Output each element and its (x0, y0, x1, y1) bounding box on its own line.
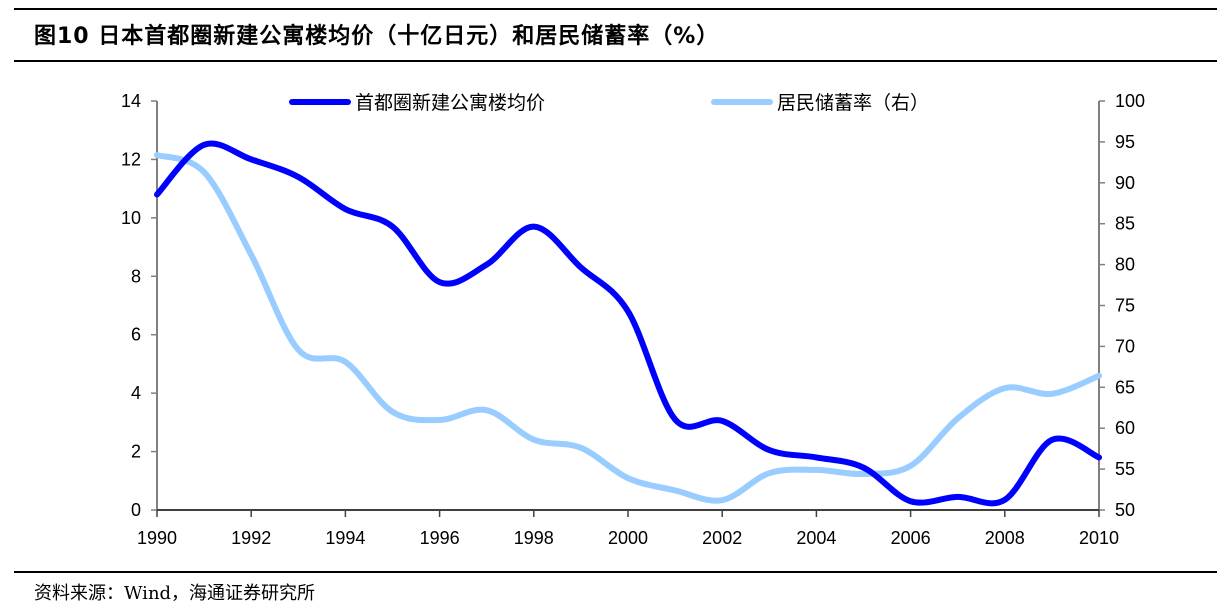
x-tick-label: 1998 (514, 528, 554, 548)
series-layer (154, 140, 1102, 507)
right-y-tick-label: 65 (1115, 377, 1135, 397)
right-y-tick-label: 80 (1115, 255, 1135, 275)
price-legend-label: 首都圈新建公寓楼均价 (355, 92, 545, 114)
chart-title: 图10 日本首都圈新建公寓楼均价（十亿日元）和居民储蓄率（%） (34, 24, 720, 49)
price-point-2001 (673, 417, 677, 421)
x-tick-label: 2004 (796, 528, 836, 548)
price-point-1999 (579, 266, 583, 270)
right-y-tick-label: 60 (1115, 418, 1135, 438)
savings-rate-point-1994 (343, 360, 347, 364)
savings-rate-point-2006 (909, 464, 913, 468)
savings-rate-series-line (154, 152, 1102, 504)
price-point-2010 (1097, 455, 1101, 459)
right-y-tick-label: 85 (1115, 214, 1135, 234)
price-series-line (154, 140, 1102, 507)
savings-rate-point-2003 (767, 471, 771, 475)
right-y-tick-label: 90 (1115, 173, 1135, 193)
axes: 0 2 4 6 8 10 12 14 50 55 60 65 70 75 80 85 90 95 100 1990 19… (121, 91, 1145, 548)
left-y-tick-label: 8 (131, 266, 141, 286)
price-point-1992 (249, 157, 253, 161)
savings-rate-point-1997 (485, 408, 489, 412)
price-point-2009 (1050, 438, 1054, 442)
x-tick-label: 2006 (891, 528, 931, 548)
price-point-1998 (532, 225, 536, 229)
left-y-tick-label: 14 (121, 91, 141, 111)
left-y-tick-label: 10 (121, 208, 141, 228)
price-point-1997 (485, 263, 489, 267)
source-note: 资料来源：Wind，海通证券研究所 (34, 583, 316, 604)
right-y-tick-label: 100 (1115, 91, 1145, 111)
right-y-tick-label: 55 (1115, 459, 1135, 479)
price-point-2002 (720, 419, 724, 423)
savings-rate-point-2002 (720, 498, 724, 502)
price-point-2004 (814, 455, 818, 459)
price-point-1991 (202, 143, 206, 147)
right-y-tick-label: 70 (1115, 336, 1135, 356)
price-point-2000 (626, 309, 630, 313)
left-y-tick-label: 2 (131, 442, 141, 462)
left-y-tick-label: 12 (121, 149, 141, 169)
right-y-tick-label: 95 (1115, 132, 1135, 152)
price-point-2005 (862, 466, 866, 470)
savings-rate-point-2010 (1097, 374, 1101, 378)
x-tick-label: 2010 (1079, 528, 1119, 548)
savings-rate-point-1993 (296, 348, 300, 352)
price-point-2007 (956, 495, 960, 499)
left-y-tick-label: 4 (131, 383, 141, 403)
left-y-tick-label: 6 (131, 325, 141, 345)
x-tick-label: 2008 (985, 528, 1025, 548)
savings-rate-legend-label: 居民储蓄率（右） (777, 92, 929, 114)
savings-rate-point-2007 (956, 416, 960, 420)
price-point-1990 (155, 193, 159, 197)
savings-rate-point-2000 (626, 476, 630, 480)
price-point-1993 (296, 175, 300, 179)
savings-rate-point-1991 (202, 170, 206, 174)
savings-rate-point-2008 (1003, 386, 1007, 390)
x-tick-label: 1990 (137, 528, 177, 548)
x-tick-label: 1996 (420, 528, 460, 548)
title-rule (14, 60, 1217, 62)
left-y-tick-label: 0 (131, 500, 141, 520)
savings-rate-point-2001 (673, 488, 677, 492)
price-point-1996 (438, 280, 442, 284)
price-point-2008 (1003, 498, 1007, 502)
savings-rate-point-1996 (438, 418, 442, 422)
x-tick-label: 2002 (702, 528, 742, 548)
price-point-2003 (767, 448, 771, 452)
x-tick-label: 2000 (608, 528, 648, 548)
savings-rate-point-2004 (814, 468, 818, 472)
x-tick-label: 1992 (231, 528, 271, 548)
source-rule (14, 571, 1217, 573)
right-y-tick-label: 50 (1115, 500, 1135, 520)
savings-rate-point-1999 (579, 446, 583, 450)
savings-rate-point-2005 (862, 472, 866, 476)
savings-rate-point-1992 (249, 253, 253, 257)
top-rule (14, 8, 1217, 10)
right-y-tick-label: 75 (1115, 296, 1135, 316)
x-tick-label: 1994 (325, 528, 365, 548)
savings-rate-point-1998 (532, 438, 536, 442)
price-point-1994 (343, 207, 347, 211)
price-point-1995 (391, 225, 395, 229)
price-point-2006 (909, 499, 913, 503)
savings-rate-point-1990 (155, 153, 159, 157)
savings-rate-point-2009 (1050, 392, 1054, 396)
savings-rate-point-1995 (391, 410, 395, 414)
legend: 首都圈新建公寓楼均价 居民储蓄率（右） (289, 92, 929, 114)
